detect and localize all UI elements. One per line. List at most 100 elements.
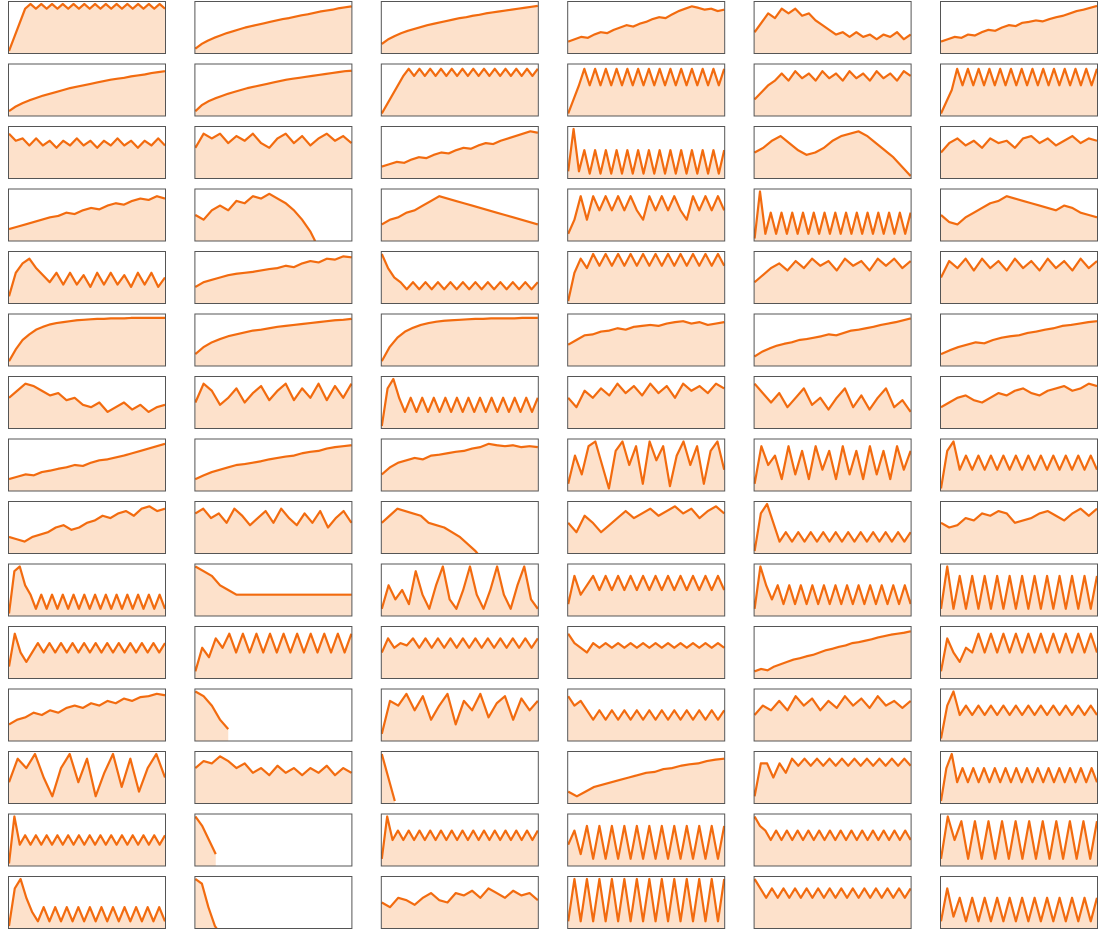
line [380,67,539,115]
line [381,195,539,226]
area [381,379,538,429]
line [8,195,166,231]
chart-frame [194,126,353,179]
line [567,195,726,235]
line [194,132,353,149]
chart-frame [753,251,912,304]
chart-frame [940,188,1098,242]
area [754,566,911,617]
chart-frame [8,251,166,304]
area [381,693,538,742]
line [194,815,217,855]
area [195,691,229,742]
area [568,321,725,367]
area [195,816,216,867]
chart-frame [940,1,1098,54]
chart-frame [940,626,1098,679]
line [8,565,166,614]
chart-frame [940,688,1098,742]
line [753,878,912,899]
line [381,507,480,554]
area [754,631,911,679]
area [9,566,165,617]
line [194,755,352,777]
chart-frame [567,876,726,929]
line [940,565,1098,610]
line [753,815,912,842]
chart-frame [567,1,726,54]
chart-frame [753,501,912,554]
chart-frame [380,313,539,367]
line [8,132,166,149]
chart-frame [194,626,353,679]
chart-frame [194,376,353,429]
chart-frame [567,501,726,554]
chart-frame [753,813,912,867]
line [194,317,352,355]
chart-frame [8,751,166,804]
line [567,695,726,721]
area [568,196,725,242]
area [9,4,165,54]
area [381,566,538,617]
chart-frame [940,313,1098,367]
chart-frame [567,438,726,492]
area [754,816,911,867]
chart-frame [567,563,726,617]
chart-frame [380,563,539,617]
chart-frame [194,688,353,742]
chart-frame [753,188,912,242]
line [567,382,725,409]
chart-frame [940,438,1098,492]
area [381,317,538,367]
chart-frame [194,63,353,117]
area [754,8,911,54]
line [8,505,166,543]
chart-frame [380,876,539,929]
line [8,442,166,481]
chart-frame [940,251,1098,304]
chart-frame [753,563,912,617]
area [381,68,538,117]
chart-frame [380,63,539,117]
chart-frame [940,563,1098,617]
chart-frame [753,1,912,54]
line [194,690,230,730]
line [940,257,1098,278]
chart-frame [8,438,166,492]
line [940,382,1098,409]
area [941,68,1097,117]
line [753,695,912,716]
area [195,133,352,179]
area [568,129,725,179]
line [194,878,219,929]
chart-frame [753,313,912,367]
area [9,754,165,804]
line [754,630,911,673]
chart-frame [8,126,166,179]
area [941,196,1097,242]
chart-frame [940,376,1098,429]
chart-frame [567,313,726,367]
area [381,443,538,492]
area [754,696,911,742]
line [380,637,539,653]
chart-frame [753,376,912,429]
chart-frame [194,876,353,929]
chart-frame [194,251,353,304]
area [941,754,1097,804]
area [195,445,352,492]
area [381,888,538,929]
line [940,440,1098,489]
area [9,71,165,117]
chart-frame [194,313,353,367]
area [941,633,1097,679]
chart-frame [194,563,353,617]
chart-frame [194,751,353,804]
chart-frame [194,438,353,492]
chart-frame [380,813,539,867]
chart-frame [8,563,166,617]
line [194,632,353,672]
line [8,382,166,413]
